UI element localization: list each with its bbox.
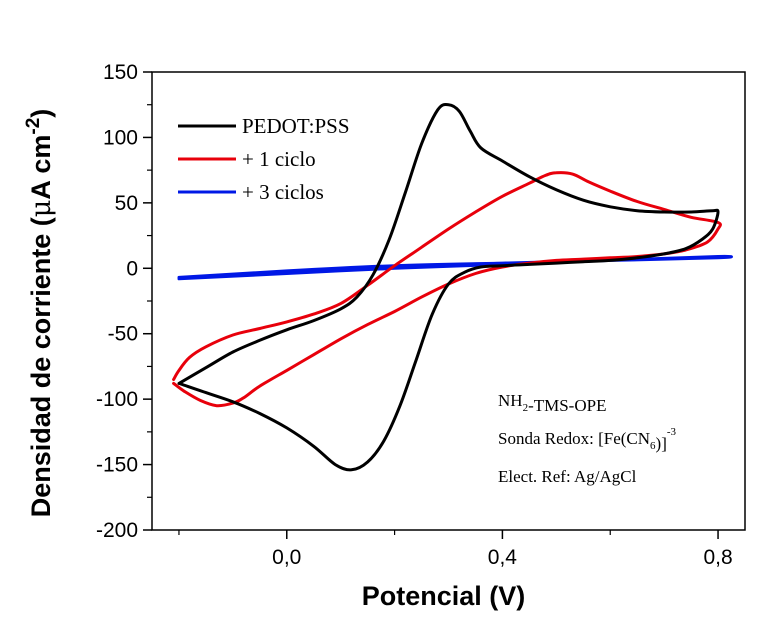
annotation-line: Elect. Ref: Ag/AgCl [498,467,637,486]
y-tick-label: 150 [103,61,138,84]
y-tick-label: -200 [96,519,138,542]
y-axis-title: Densidad de corriente (μA cm-2) [23,109,57,518]
series-line-0 [177,103,720,472]
y-tick-label: 0 [126,257,138,280]
plot-frame [151,71,746,531]
annotation-line: NH2-TMS-OPE [498,391,606,415]
legend-label: + 1 ciclo [242,147,316,171]
y-tick-label: -100 [96,388,138,411]
y-tick-label: -50 [108,323,138,346]
legend-label: + 3 ciclos [242,180,324,204]
series-line-1 [172,171,722,408]
annotation-line: Sonda Redox: [Fe(CN6)]-3 [498,426,677,453]
legend-label: PEDOT:PSS [242,114,350,138]
y-tick-label: 50 [115,192,138,215]
y-tick-label: -150 [96,454,138,477]
x-tick-label: 0,4 [488,546,518,569]
y-tick-label: 100 [103,126,138,149]
x-axis-title: Potencial (V) [362,581,526,611]
series-line-2 [177,254,733,281]
x-tick-label: 0,8 [703,546,732,569]
x-tick-label: 0,0 [272,546,301,569]
